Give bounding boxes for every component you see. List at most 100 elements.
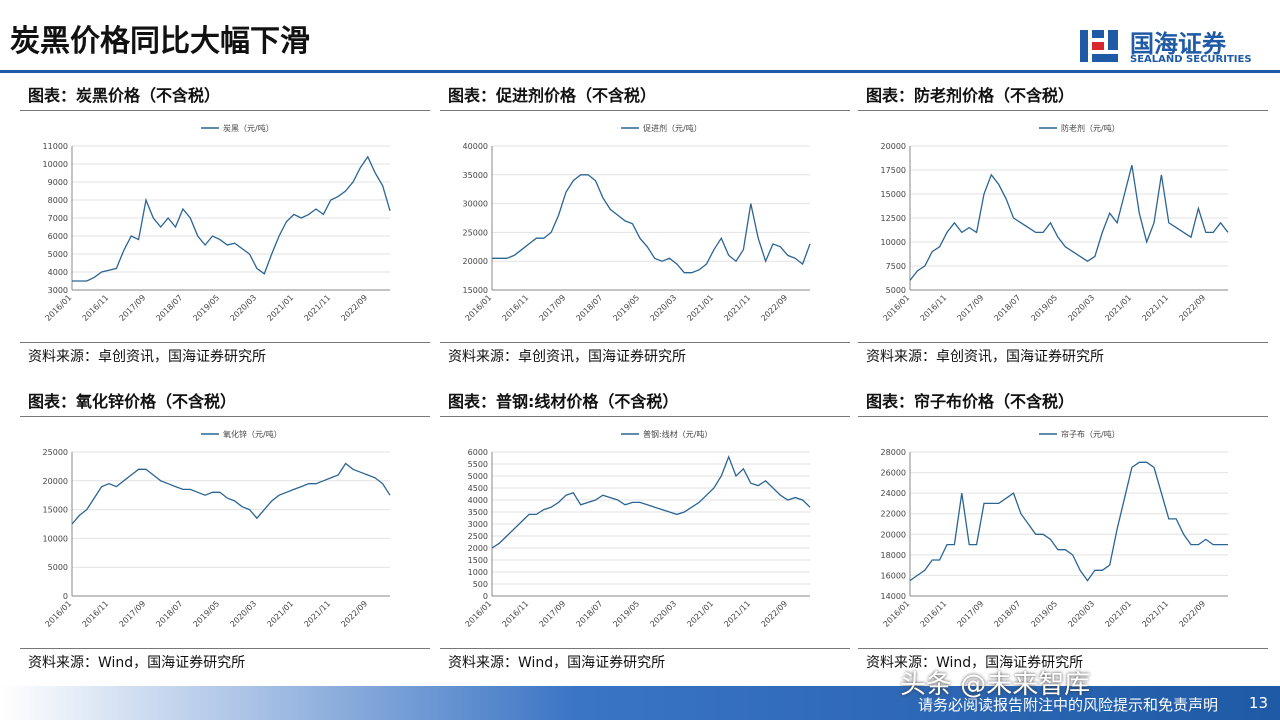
x-tick-label: 2021/01	[265, 599, 295, 629]
y-tick-label: 40000	[463, 142, 488, 151]
x-tick-label: 2021/01	[685, 293, 715, 323]
x-tick-label: 2022/09	[759, 599, 789, 629]
watermark: 头条 @未来智库	[900, 670, 1091, 700]
chart-title: 图表：防老剂价格（不含税）	[866, 86, 1075, 105]
x-tick-label: 2020/03	[1066, 293, 1096, 323]
chart-title: 图表：促进剂价格（不含税）	[448, 86, 657, 105]
chart: 14000 16000 18000 20000 22000 24000 26000 28000…	[881, 429, 1228, 629]
chart-title: 图表：炭黑价格（不含税）	[28, 86, 221, 105]
x-tick-label: 2020/03	[648, 293, 678, 323]
x-tick-label: 2017/09	[118, 599, 148, 629]
y-tick-label: 500	[473, 580, 488, 589]
x-tick-label: 2021/01	[1103, 599, 1133, 629]
x-tick-label: 2017/09	[118, 293, 148, 323]
x-tick-label: 2019/05	[1029, 599, 1059, 629]
rule	[858, 110, 1268, 111]
rule	[440, 110, 850, 111]
y-tick-label: 4500	[468, 484, 488, 493]
chart-panel: 图表：促进剂价格（不含税） 资料来源：卓创资讯，国海证券研究所 15000 20000…	[440, 76, 850, 366]
y-tick-label: 25000	[463, 228, 488, 237]
x-tick-label: 2016/11	[501, 599, 531, 629]
x-tick-label: 2020/03	[1066, 599, 1096, 629]
rule	[440, 342, 850, 343]
y-tick-label: 35000	[463, 171, 488, 180]
chart-panel: 图表：普钢:线材价格（不含税） 资料来源：Wind，国海证券研究所 0 500 1000…	[440, 382, 850, 672]
y-tick-label: 10000	[43, 534, 68, 543]
y-tick-label: 18000	[881, 551, 906, 560]
x-tick-label: 2021/11	[1140, 293, 1170, 323]
y-tick-label: 8000	[48, 196, 68, 205]
y-tick-label: 24000	[881, 489, 906, 498]
x-tick-label: 2016/11	[919, 293, 949, 323]
chart-source: 资料来源：卓创资讯，国海证券研究所	[28, 349, 266, 365]
y-tick-label: 2500	[468, 532, 488, 541]
chart: 5000 7500 10000 12500 15000 17500 20000 2016/01…	[881, 123, 1229, 323]
x-tick-label: 2018/07	[154, 293, 184, 323]
legend-label: 帘子布（元/吨）	[1061, 429, 1120, 439]
y-tick-label: 4000	[468, 496, 488, 505]
logo-subtext: SEALAND SECURITIES	[1130, 54, 1252, 65]
y-tick-label: 6000	[468, 448, 488, 457]
y-tick-label: 5500	[468, 460, 488, 469]
chart-source: 资料来源：Wind，国海证券研究所	[28, 655, 246, 671]
y-tick-label: 30000	[463, 200, 488, 209]
legend-label: 普钢:线材（元/吨）	[643, 429, 712, 439]
rule	[20, 110, 430, 111]
y-tick-label: 5000	[468, 472, 488, 481]
x-tick-label: 2019/05	[611, 293, 641, 323]
x-tick-label: 2016/11	[919, 599, 949, 629]
x-tick-label: 2022/09	[759, 293, 789, 323]
y-tick-label: 28000	[881, 448, 906, 457]
footer: 请务必阅读报告附注中的风险提示和免责声明 13	[0, 686, 1280, 720]
chart: 0 500 1000 1500 2000 2500 3000 3500 4000 4500 5000…	[464, 429, 811, 629]
y-tick-label: 3000	[48, 286, 68, 295]
x-tick-label: 2018/07	[574, 599, 604, 629]
x-tick-label: 2016/11	[81, 599, 111, 629]
rule	[440, 648, 850, 649]
y-tick-label: 2000	[468, 544, 488, 553]
price-line	[492, 174, 811, 274]
y-tick-label: 3500	[468, 508, 488, 517]
x-tick-label: 2016/11	[81, 293, 111, 323]
y-tick-label: 15000	[881, 190, 906, 199]
chart-title: 图表：普钢:线材价格（不含税）	[448, 392, 679, 411]
x-tick-label: 2020/03	[648, 599, 678, 629]
x-tick-label: 2016/01	[464, 599, 494, 629]
chart-panel: 图表：炭黑价格（不含税） 资料来源：卓创资讯，国海证券研究所 3000 4000 500…	[20, 76, 430, 366]
y-tick-label: 3000	[468, 520, 488, 529]
price-line	[72, 155, 391, 282]
x-tick-label: 2021/01	[265, 293, 295, 323]
x-tick-label: 2016/01	[44, 599, 74, 629]
chart-source: 资料来源：Wind，国海证券研究所	[448, 655, 666, 671]
y-tick-label: 15000	[463, 286, 488, 295]
price-line	[909, 165, 1229, 281]
chart-source: 资料来源：卓创资讯，国海证券研究所	[448, 349, 686, 365]
chart-panel: 图表：防老剂价格（不含税） 资料来源：卓创资讯，国海证券研究所 5000 7500 10…	[858, 76, 1268, 366]
rule	[20, 648, 430, 649]
y-tick-label: 15000	[43, 506, 68, 515]
chart-panel: 图表：氧化锌价格（不含税） 资料来源：Wind，国海证券研究所 0 5000 10000…	[20, 382, 430, 672]
x-tick-label: 2019/05	[611, 599, 641, 629]
page-title: 炭黑价格同比大幅下滑	[10, 24, 310, 59]
x-tick-label: 2021/11	[722, 599, 752, 629]
x-tick-label: 2018/07	[574, 293, 604, 323]
y-tick-label: 17500	[881, 166, 906, 175]
legend-label: 炭黑（元/吨）	[223, 123, 274, 133]
y-tick-label: 22000	[881, 510, 906, 519]
rule	[858, 416, 1268, 417]
x-tick-label: 2022/09	[1177, 293, 1207, 323]
rule	[440, 416, 850, 417]
legend-label: 防老剂（元/吨）	[1061, 123, 1120, 133]
chart-panel: 图表：帘子布价格（不含税） 资料来源：Wind，国海证券研究所 14000 16000…	[858, 382, 1268, 672]
y-tick-label: 16000	[881, 571, 906, 580]
y-tick-label: 10000	[43, 160, 68, 169]
y-tick-label: 20000	[881, 142, 906, 151]
x-tick-label: 2017/09	[538, 293, 568, 323]
x-tick-label: 2017/09	[956, 599, 986, 629]
y-tick-label: 25000	[43, 448, 68, 457]
y-tick-label: 11000	[43, 142, 68, 151]
y-tick-label: 1000	[468, 568, 488, 577]
y-tick-label: 5000	[886, 286, 906, 295]
